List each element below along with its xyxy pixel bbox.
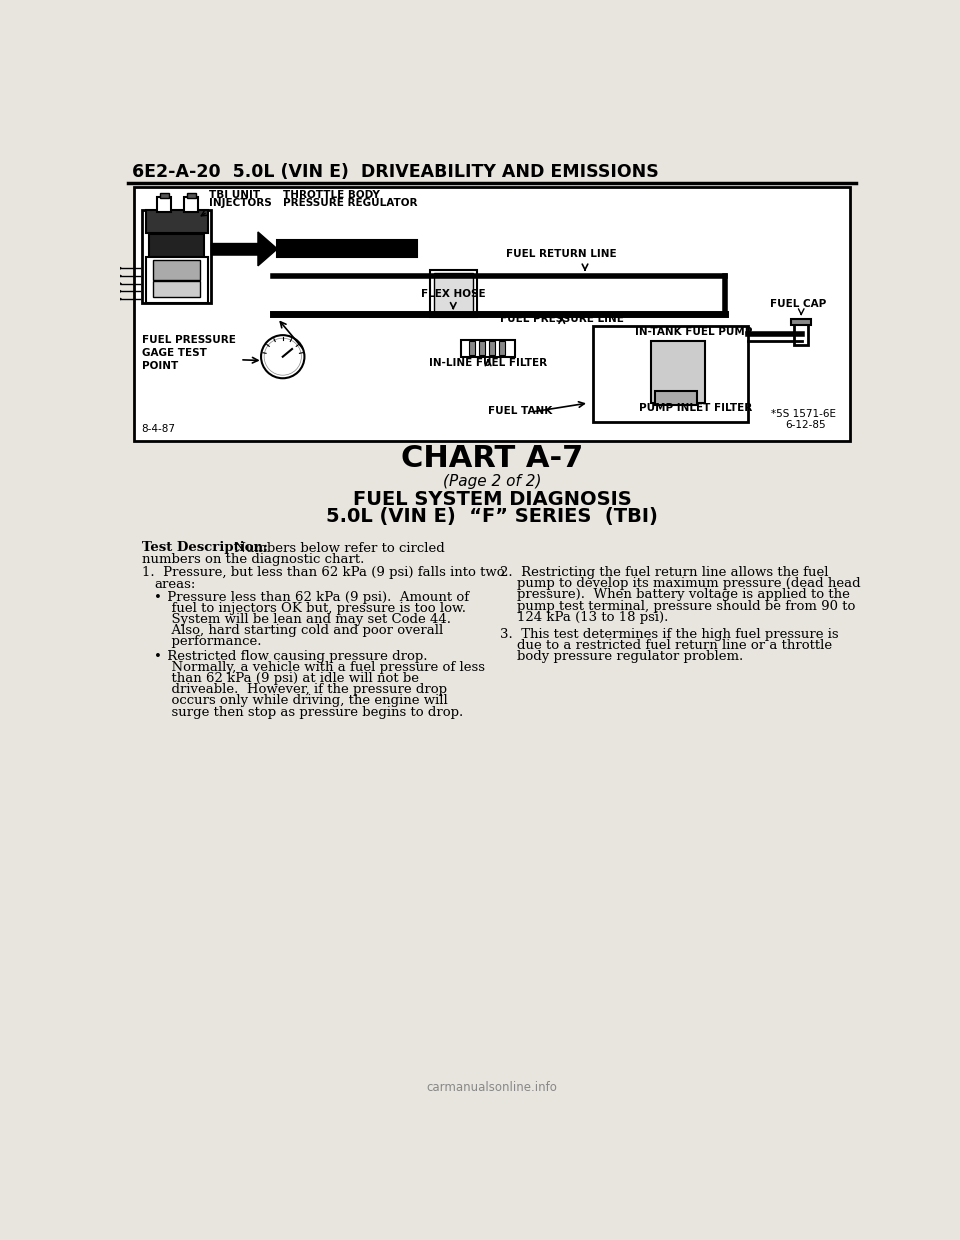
Text: pressure).  When battery voltage is applied to the: pressure). When battery voltage is appli… [500,589,850,601]
Bar [277,239,417,257]
Text: 5.0L (VIN E)  “F” SERIES  (TBI): 5.0L (VIN E) “F” SERIES (TBI) [326,507,658,526]
Bar [146,211,207,233]
Text: 6-12-85: 6-12-85 [785,419,826,429]
Text: •: • [155,590,162,604]
Bar [146,257,207,303]
Text: 124 kPa (13 to 18 psi).: 124 kPa (13 to 18 psi). [500,611,668,624]
Bar [794,322,808,345]
Bar [142,211,211,303]
Text: carmanualsonline.info: carmanualsonline.info [426,1081,558,1095]
Text: (Page 2 of 2): (Page 2 of 2) [443,474,541,489]
Text: fuel to injectors OK but, pressure is too low.: fuel to injectors OK but, pressure is to… [162,601,466,615]
Bar [592,326,748,422]
Text: 3.  This test determines if the high fuel pressure is: 3. This test determines if the high fuel… [500,629,838,641]
Bar [134,187,850,441]
Text: THROTTLE BODY: THROTTLE BODY [283,191,379,201]
Text: areas:: areas: [155,578,196,590]
Text: PRESSURE REGULATOR: PRESSURE REGULATOR [283,198,418,208]
Text: numbers on the diagnostic chart.: numbers on the diagnostic chart. [142,553,364,565]
Text: CHART A-7: CHART A-7 [401,444,583,472]
Circle shape [261,335,304,378]
Text: System will be lean and may set Code 44.: System will be lean and may set Code 44. [162,613,450,626]
Text: due to a restricted fuel return line or a throttle: due to a restricted fuel return line or … [500,640,832,652]
Bar [434,273,472,315]
Text: than 62 kPa (9 psi) at idle will not be: than 62 kPa (9 psi) at idle will not be [162,672,419,684]
Text: Test Description:: Test Description: [142,542,268,554]
Bar [186,193,196,198]
Bar [430,269,476,317]
Text: FUEL PRESSURE
GAGE TEST
POINT: FUEL PRESSURE GAGE TEST POINT [142,335,235,371]
Text: IN-LINE FUEL FILTER: IN-LINE FUEL FILTER [429,358,547,368]
Text: Also, hard starting cold and poor overall: Also, hard starting cold and poor overal… [162,624,443,637]
Bar [150,233,204,257]
Text: pump to develop its maximum pressure (dead head: pump to develop its maximum pressure (de… [500,578,860,590]
Text: surge then stop as pressure begins to drop.: surge then stop as pressure begins to dr… [162,706,463,718]
Text: FLEX HOSE: FLEX HOSE [420,289,486,299]
Bar [468,341,475,355]
Text: TBI UNIT: TBI UNIT [209,191,260,201]
Bar [159,193,169,198]
Text: FUEL CAP: FUEL CAP [770,299,827,309]
Bar [461,340,516,357]
Text: •: • [155,650,162,662]
Text: FUEL SYSTEM DIAGNOSIS: FUEL SYSTEM DIAGNOSIS [352,490,632,508]
Text: FUEL TANK: FUEL TANK [488,407,552,417]
Text: FUEL RETURN LINE: FUEL RETURN LINE [507,248,617,259]
Bar [791,319,811,325]
Text: *5S 1571-6E: *5S 1571-6E [771,409,836,419]
Text: 2.  Restricting the fuel return line allows the fuel: 2. Restricting the fuel return line allo… [500,567,828,579]
Text: 8-4-87: 8-4-87 [142,424,176,434]
Bar [154,260,200,280]
Text: Normally, a vehicle with a fuel pressure of less: Normally, a vehicle with a fuel pressure… [162,661,485,673]
Polygon shape [211,232,277,265]
Text: 1.  Pressure, but less than 62 kPa (9 psi) falls into two: 1. Pressure, but less than 62 kPa (9 psi… [142,567,504,579]
Bar [157,196,171,212]
Bar [651,341,706,403]
Bar [184,196,199,212]
Text: Restricted flow causing pressure drop.: Restricted flow causing pressure drop. [162,650,427,662]
Text: PUMP INLET FILTER: PUMP INLET FILTER [639,403,753,413]
Text: IN-TANK FUEL PUMP: IN-TANK FUEL PUMP [636,327,753,337]
Text: pump test terminal, pressure should be from 90 to: pump test terminal, pressure should be f… [500,600,855,613]
Text: performance.: performance. [162,635,261,649]
Text: Pressure less than 62 kPa (9 psi).  Amount of: Pressure less than 62 kPa (9 psi). Amoun… [162,590,468,604]
Bar [655,392,697,405]
Text: FUEL PRESSURE LINE: FUEL PRESSURE LINE [500,314,624,324]
Bar [479,341,485,355]
Text: Numbers below refer to circled: Numbers below refer to circled [230,542,444,554]
Text: driveable.  However, if the pressure drop: driveable. However, if the pressure drop [162,683,446,696]
Bar [154,281,200,296]
Text: body pressure regulator problem.: body pressure regulator problem. [500,651,743,663]
Text: occurs only while driving, the engine will: occurs only while driving, the engine wi… [162,694,447,707]
Text: 6E2-A-20  5.0L (VIN E)  DRIVEABILITY AND EMISSIONS: 6E2-A-20 5.0L (VIN E) DRIVEABILITY AND E… [132,162,659,181]
Bar [489,341,495,355]
Circle shape [264,339,301,376]
Text: INJECTORS: INJECTORS [209,198,272,208]
Bar [499,341,505,355]
